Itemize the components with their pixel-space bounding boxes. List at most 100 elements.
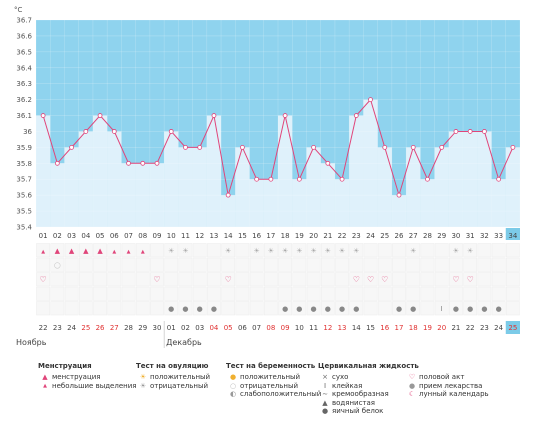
cycle-day-label: 19 <box>295 232 304 240</box>
icon-cell <box>434 301 449 316</box>
y-tick-label: 36 <box>23 128 32 136</box>
temperature-point <box>83 129 89 134</box>
cycle-day-label: 22 <box>338 232 347 240</box>
cycle-day-label: 01 <box>39 232 48 240</box>
icon-cell <box>463 301 478 316</box>
date-label: 24 <box>67 324 76 332</box>
temperature-point <box>453 129 459 134</box>
icon-cell <box>50 243 65 258</box>
icon-cell <box>50 272 65 287</box>
icon-cell <box>249 243 264 258</box>
icon-cell <box>377 257 392 272</box>
legend-item: ● яичный белок <box>318 407 419 416</box>
temperature-point <box>439 144 445 150</box>
egg-white-icon: ● <box>321 407 329 416</box>
icon-cell <box>93 272 107 287</box>
icon-cell <box>406 272 421 287</box>
icon-cell <box>306 272 321 287</box>
date-label: 24 <box>494 324 503 332</box>
legend-title: Тест на овуляцию <box>136 362 209 370</box>
fluid-icon: ● <box>353 305 359 313</box>
icon-cell <box>192 301 207 316</box>
icon-cell <box>121 257 136 272</box>
icon-cell <box>449 301 463 316</box>
date-label: 27 <box>110 324 119 332</box>
icon-cell <box>320 301 335 316</box>
temperature-bar <box>107 131 122 227</box>
icon-cell <box>306 257 321 272</box>
sun-icon: ☀ <box>182 247 188 255</box>
icon-cell <box>335 243 349 258</box>
icon-cell <box>207 286 221 301</box>
icon-cell <box>463 257 478 272</box>
temperature-chart: 36.7 36.6 36.5 36.4 36.3 36.2 36.1 36 35.9 35.8 35… <box>14 6 521 348</box>
icon-cell <box>249 301 264 316</box>
date-label: 18 <box>409 324 418 332</box>
date-label: 23 <box>53 324 62 332</box>
icon-cell <box>363 243 378 258</box>
y-tick-label: 35.8 <box>16 160 32 168</box>
cycle-day-label: 23 <box>352 232 361 240</box>
cycle-day-label: 28 <box>423 232 432 240</box>
sun-icon: ☀ <box>339 247 345 255</box>
temperature-bar <box>434 147 449 227</box>
legend-item: ● положительный <box>226 373 321 382</box>
legend-other: ♡ половой акт ● прием лекарства ☾ лунный ка… <box>405 373 489 399</box>
legend-item: ☀ отрицательный <box>136 382 210 391</box>
sun-grey-icon: ☀ <box>139 381 147 390</box>
sun-icon: ☀ <box>254 247 260 255</box>
icon-cell <box>221 301 236 316</box>
icon-cell <box>207 301 221 316</box>
temperature-bar <box>249 179 264 227</box>
cycle-day-label: 16 <box>252 232 261 240</box>
date-label: 10 <box>295 324 304 332</box>
cycle-day-label: 24 <box>366 232 375 240</box>
temperature-point <box>140 160 146 166</box>
fluid-icon: ● <box>311 305 317 313</box>
legend-item: ∼ кремообразная <box>318 390 419 399</box>
cycle-day-label: 15 <box>238 232 247 240</box>
icon-cell <box>335 257 349 272</box>
legend-label: лунный календарь <box>419 390 489 399</box>
sun-icon: ☀ <box>453 247 459 255</box>
legend-pregnancy: Тест на беременность ● положительный ○ отр… <box>226 362 321 399</box>
icon-cell <box>93 243 107 258</box>
temperature-point <box>183 144 188 150</box>
y-axis-unit: °C <box>14 6 23 14</box>
temperature-bar <box>221 195 236 227</box>
y-tick-label: 36.5 <box>16 48 32 56</box>
sun-icon: ☀ <box>139 373 147 382</box>
temperature-point <box>168 129 174 134</box>
icon-cell <box>264 301 278 316</box>
heart-icon: ♡ <box>367 275 374 284</box>
icon-cell <box>36 301 50 316</box>
legend-label: водянистая <box>332 398 376 407</box>
icon-cell <box>491 257 506 272</box>
icon-cell <box>278 257 292 272</box>
legend-item: ▲ водянистая <box>318 399 419 408</box>
icon-cell <box>434 243 449 258</box>
temperature-bar <box>206 115 222 227</box>
legend: Менструация ▲ менструация ▲ небольшие выде… <box>0 362 550 442</box>
date-label: 14 <box>352 324 361 332</box>
icon-cell <box>121 272 136 287</box>
legend-title: Тест на беременность <box>226 362 316 370</box>
icon-cell <box>392 243 406 258</box>
drop-icon: ▲ <box>83 247 89 255</box>
heart-icon: ♡ <box>408 373 416 382</box>
icon-cell <box>292 301 307 316</box>
fluid-icon: ● <box>182 305 188 313</box>
icon-cell <box>278 301 292 316</box>
icon-cell <box>50 257 65 272</box>
icon-cell <box>377 301 392 316</box>
icon-cell <box>264 286 278 301</box>
icon-cell <box>264 257 278 272</box>
cycle-day-label: 20 <box>309 232 318 240</box>
icon-cell <box>420 257 435 272</box>
temperature-bar <box>505 147 520 227</box>
legend-label: положительный <box>150 373 211 382</box>
icon-cell <box>335 301 349 316</box>
sun-icon: ☀ <box>282 247 288 255</box>
heart-icon: ♡ <box>153 275 160 284</box>
